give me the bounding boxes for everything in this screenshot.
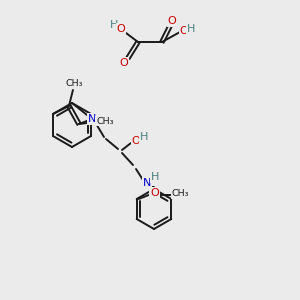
Text: CH₃: CH₃ — [96, 116, 114, 125]
Text: O: O — [180, 26, 188, 36]
Text: H: H — [110, 20, 118, 30]
Text: H: H — [151, 172, 159, 182]
Text: H: H — [140, 132, 148, 142]
Text: H: H — [187, 24, 195, 34]
Text: O: O — [117, 24, 125, 34]
Text: CH₃: CH₃ — [172, 190, 189, 199]
Text: N: N — [88, 114, 96, 124]
Text: CH₃: CH₃ — [65, 79, 83, 88]
Text: O: O — [150, 188, 159, 198]
Text: O: O — [168, 16, 176, 26]
Text: O: O — [120, 58, 128, 68]
Text: O: O — [132, 136, 140, 146]
Text: N: N — [143, 178, 151, 188]
